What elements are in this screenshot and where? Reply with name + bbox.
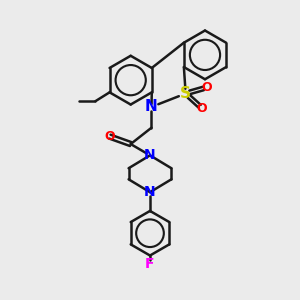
Text: N: N: [144, 185, 156, 199]
Text: N: N: [145, 99, 158, 114]
Text: F: F: [145, 257, 155, 271]
Text: N: N: [144, 148, 156, 162]
Text: S: S: [180, 86, 191, 101]
Text: O: O: [201, 81, 212, 94]
Text: O: O: [105, 130, 115, 143]
Text: O: O: [197, 102, 207, 115]
